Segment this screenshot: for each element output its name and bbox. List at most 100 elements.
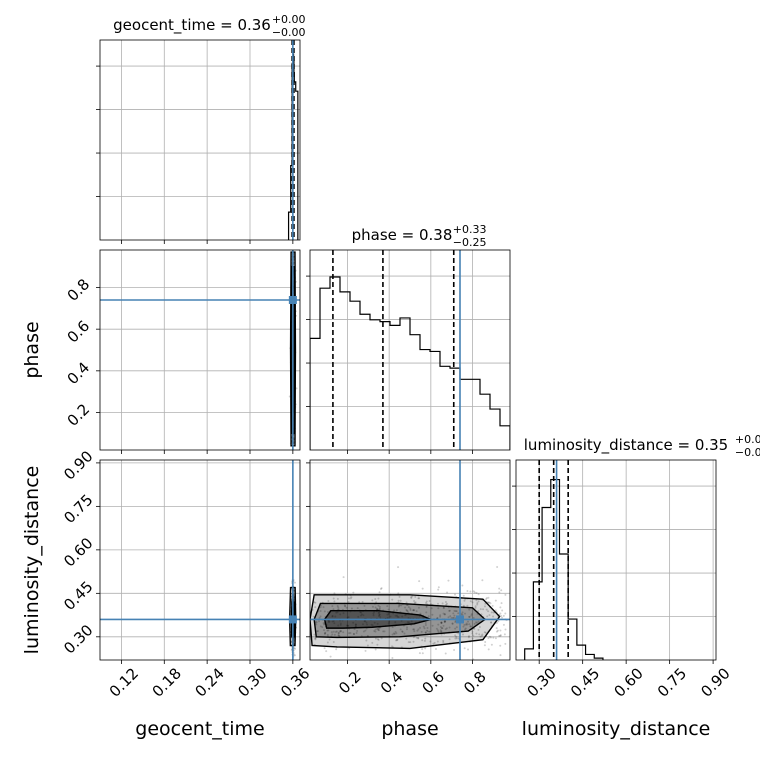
scatter-point: [353, 628, 356, 631]
scatter-point: [452, 612, 455, 615]
scatter-point: [490, 621, 493, 624]
scatter-point: [378, 613, 381, 616]
scatter-point: [499, 644, 502, 647]
scatter-point: [424, 621, 427, 624]
scatter-point: [461, 584, 464, 587]
scatter-point: [501, 616, 504, 619]
scatter-point: [443, 620, 446, 623]
scatter-point: [404, 614, 407, 617]
truth-marker: [288, 296, 297, 304]
scatter-point: [401, 615, 404, 618]
scatter-point: [426, 627, 429, 630]
scatter-point: [356, 607, 359, 610]
scatter-point: [372, 612, 375, 615]
scatter-point: [448, 609, 451, 612]
scatter-point: [472, 616, 475, 619]
scatter-point: [412, 609, 415, 612]
scatter-point: [399, 628, 402, 631]
scatter-point: [467, 635, 470, 638]
scatter-point: [477, 600, 480, 603]
y-tick-label: 0.30: [60, 621, 96, 657]
x-tick-label: 0.60: [610, 664, 646, 700]
scatter-point: [404, 606, 407, 609]
scatter-point: [471, 637, 474, 640]
scatter-point: [474, 605, 477, 608]
scatter-point: [481, 579, 484, 582]
scatter-point: [398, 604, 401, 607]
scatter-point: [461, 633, 464, 636]
scatter-point: [454, 621, 457, 624]
scatter-point: [463, 628, 466, 631]
scatter-point: [378, 629, 381, 632]
scatter-point: [378, 613, 381, 616]
scatter-point: [451, 617, 454, 620]
x-tick-label: 0.4: [377, 668, 407, 698]
x-tick-label: 0.45: [567, 664, 603, 700]
scatter-point: [366, 644, 369, 647]
scatter-point: [442, 612, 445, 615]
scatter-point: [370, 623, 373, 626]
scatter-point: [416, 629, 419, 632]
scatter-point: [335, 648, 338, 651]
scatter-point: [331, 620, 334, 623]
scatter-point: [478, 626, 481, 629]
scatter-point: [484, 631, 487, 634]
scatter-point: [405, 628, 408, 631]
scatter-point: [357, 615, 360, 618]
scatter-point: [378, 605, 381, 608]
scatter-point: [419, 612, 422, 615]
scatter-point: [347, 616, 350, 619]
panel-frame: [99, 459, 301, 661]
scatter-point: [444, 600, 447, 603]
scatter-point: [473, 622, 476, 625]
scatter-point: [391, 645, 394, 648]
truth-marker: [456, 615, 464, 624]
scatter-point: [378, 611, 381, 614]
contour-line: [289, 251, 297, 447]
scatter-point: [371, 605, 374, 608]
scatter-point: [440, 627, 443, 630]
scatter-point: [352, 621, 355, 624]
scatter-point: [371, 599, 374, 602]
panel-content: [524, 460, 604, 660]
x-tick-label: 0.24: [191, 664, 227, 700]
scatter-point: [444, 652, 447, 655]
scatter-point: [386, 605, 389, 608]
scatter-point: [423, 627, 426, 630]
scatter-point: [453, 649, 456, 652]
scatter-point: [489, 602, 492, 605]
scatter-point: [503, 633, 506, 636]
scatter-point: [504, 642, 507, 645]
scatter-point: [457, 612, 460, 615]
scatter-point: [424, 637, 427, 640]
scatter-point: [378, 607, 381, 610]
scatter-point: [450, 616, 453, 619]
scatter-point: [421, 652, 424, 655]
x-tick-label: 0.36: [277, 664, 313, 700]
scatter-point: [440, 630, 443, 633]
scatter-point: [436, 617, 439, 620]
scatter-point: [347, 600, 350, 603]
scatter-point: [437, 588, 440, 591]
scatter-point: [407, 641, 410, 644]
scatter-point: [465, 622, 468, 625]
scatter-point: [436, 640, 439, 643]
scatter-point: [352, 633, 355, 636]
scatter-point: [500, 589, 503, 592]
scatter-point: [374, 648, 377, 651]
scatter-point: [364, 629, 367, 632]
scatter-point: [376, 643, 379, 646]
scatter-point: [487, 601, 490, 604]
scatter-point: [346, 624, 349, 627]
scatter-point: [495, 630, 498, 633]
scatter-point: [342, 631, 345, 634]
scatter-point: [479, 635, 482, 638]
scatter-point: [320, 604, 323, 607]
scatter-point: [347, 597, 350, 600]
scatter-point: [342, 576, 345, 579]
title-plus: +0.05: [735, 433, 760, 446]
scatter-point: [497, 620, 500, 623]
scatter-point: [466, 589, 469, 592]
scatter-point: [337, 634, 340, 637]
scatter-point: [439, 614, 442, 617]
